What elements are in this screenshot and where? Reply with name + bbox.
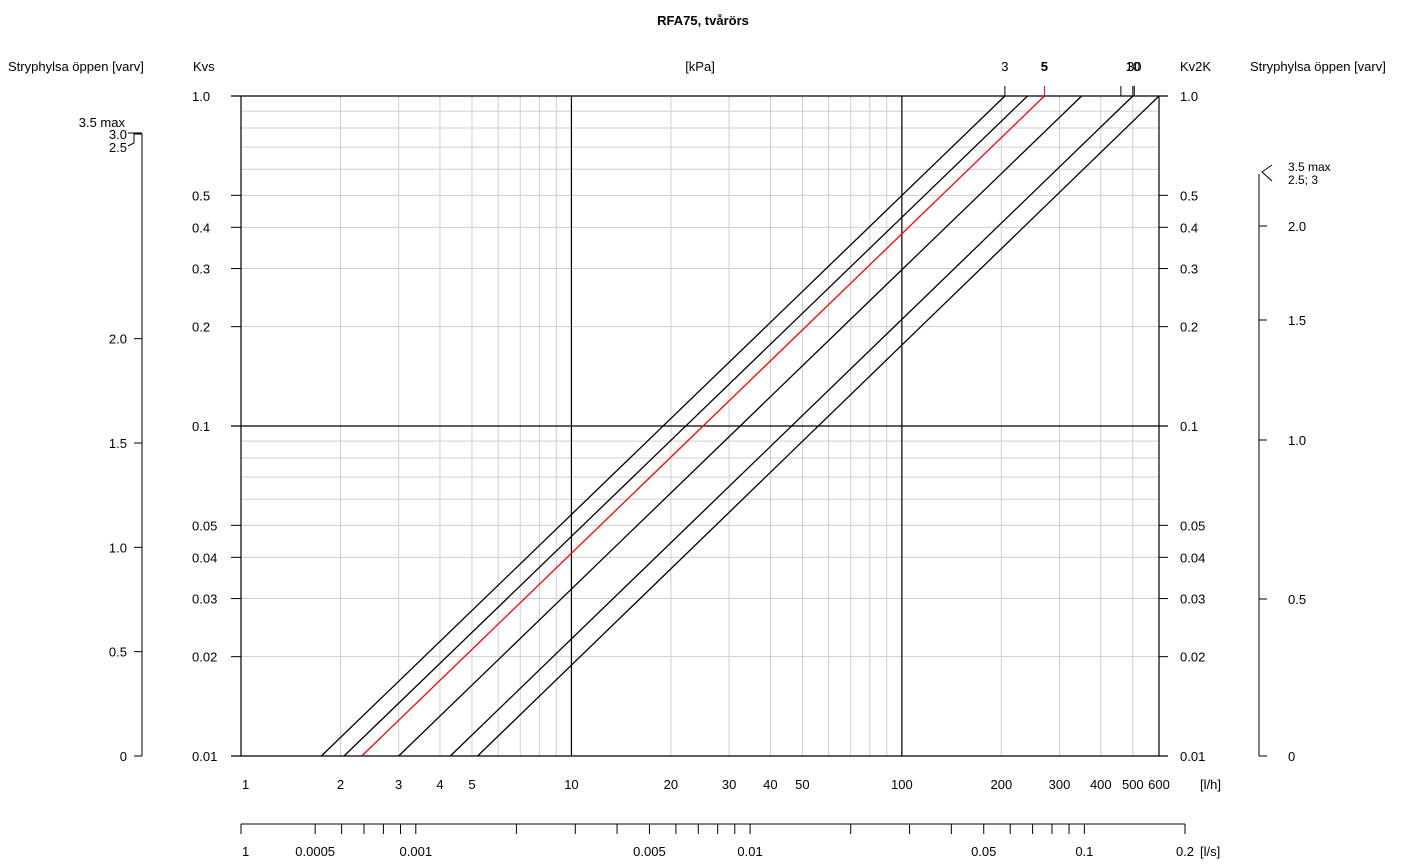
x2-unit-label: [l/s] — [1200, 844, 1220, 859]
y-tick-label: 0.1 — [192, 419, 210, 434]
kv2k-axis-label: Kv2K — [1180, 59, 1211, 74]
x-tick-label: 400 — [1090, 777, 1112, 792]
right-scale-marker — [1261, 164, 1273, 182]
y2-tick-label: 0.4 — [1180, 220, 1198, 235]
x2-tick-label: 0.05 — [971, 844, 996, 859]
left-scale-tick-label: 0.5 — [109, 645, 127, 660]
series-line — [361, 95, 1045, 757]
x2-tick-label: 0.1 — [1075, 844, 1093, 859]
right-scale-tick-label: 1.5 — [1288, 313, 1306, 328]
y-tick-label: 0.04 — [192, 550, 217, 565]
x2-tick-label: 0.2 — [1176, 844, 1194, 859]
x-tick-label: 30 — [722, 777, 736, 792]
right-scale-tick-label: 0.5 — [1288, 592, 1306, 607]
x-tick-label: 100 — [891, 777, 913, 792]
y-tick-label: 0.4 — [192, 220, 210, 235]
y-tick-label: 0.2 — [192, 320, 210, 335]
series-top-label: 3 — [1001, 59, 1008, 74]
left-scale-label: Stryphylsa öppen [varv] — [8, 59, 144, 74]
right-scale-tick-label: 0 — [1288, 749, 1295, 764]
series-line — [398, 95, 1083, 757]
x-tick-label: 5 — [468, 777, 475, 792]
y-tick-label: 0.05 — [192, 518, 217, 533]
y2-tick-label: 0.1 — [1180, 419, 1198, 434]
y-tick-label: 1.0 — [192, 89, 210, 104]
right-scale-tick-label: 2.0 — [1288, 219, 1306, 234]
kvs-axis-label: Kvs — [193, 59, 215, 74]
y2-tick-label: 0.01 — [1180, 749, 1205, 764]
x-tick-label: 20 — [664, 777, 678, 792]
x2-tick-label: 0.01 — [737, 844, 762, 859]
y2-tick-label: 0.02 — [1180, 650, 1205, 665]
left-scale-tick-label: 2.0 — [109, 332, 127, 347]
series-top-label: 10 — [1126, 59, 1140, 74]
x-tick-label: 600 — [1148, 777, 1170, 792]
chart-title: RFA75, tvårörs — [657, 13, 749, 28]
x2-tick-label: 0.005 — [633, 844, 666, 859]
y-tick-label: 0.03 — [192, 592, 217, 607]
series-top-label: 30 — [1127, 59, 1141, 74]
y2-tick-label: 0.5 — [1180, 188, 1198, 203]
x-tick-label: 3 — [395, 777, 402, 792]
kpa-label: [kPa] — [685, 59, 715, 74]
x-unit-label: [l/h] — [1200, 777, 1221, 792]
series-line — [449, 95, 1134, 757]
y2-tick-label: 0.03 — [1180, 592, 1205, 607]
x-tick-label: 10 — [564, 777, 578, 792]
x-tick-label: 500 — [1122, 777, 1144, 792]
left-scale-tick-label: 2.5 — [109, 140, 127, 155]
right-scale-tick-label: 1.0 — [1288, 433, 1306, 448]
left-scale-tick-label: 1.0 — [109, 540, 127, 555]
right-scale-label: Stryphylsa öppen [varv] — [1250, 59, 1386, 74]
y-tick-label: 0.3 — [192, 262, 210, 277]
y-tick-label: 0.01 — [192, 749, 217, 764]
x2-tick-label: 0.0005 — [295, 844, 335, 859]
right-scale-tick-label: 3.5 max — [1288, 160, 1331, 174]
y-tick-label: 0.5 — [192, 188, 210, 203]
series-line — [343, 95, 1028, 757]
series-lines — [320, 95, 1160, 757]
x-tick-label: 40 — [763, 777, 777, 792]
x-tick-label: 200 — [990, 777, 1012, 792]
right-scale-tick-label: 2.5; 3 — [1288, 173, 1318, 187]
x-tick-label: 50 — [795, 777, 809, 792]
y-tick-label: 0.02 — [192, 650, 217, 665]
left-scale-marker — [127, 133, 142, 147]
y2-tick-label: 1.0 — [1180, 89, 1198, 104]
series-line — [477, 95, 1160, 757]
x2-tick-label: 1 — [242, 844, 249, 859]
x-tick-label: 1 — [242, 777, 249, 792]
left-scale-tick-label: 3.5 max — [79, 115, 126, 130]
left-scale-tick-label: 3.0 — [109, 127, 127, 142]
grid — [231, 95, 1168, 757]
y2-tick-label: 0.04 — [1180, 550, 1205, 565]
x-tick-label: 4 — [436, 777, 443, 792]
y2-tick-label: 0.05 — [1180, 518, 1205, 533]
left-scale-tick-label: 0 — [120, 749, 127, 764]
y2-tick-label: 0.3 — [1180, 262, 1198, 277]
x-tick-label: 300 — [1049, 777, 1071, 792]
x-tick-label: 2 — [337, 777, 344, 792]
series-line — [320, 95, 1006, 757]
axes — [127, 86, 1273, 834]
series-top-label: 5 — [1041, 59, 1048, 74]
left-scale-tick-label: 1.5 — [109, 436, 127, 451]
x2-tick-label: 0.001 — [400, 844, 433, 859]
y2-tick-label: 0.2 — [1180, 320, 1198, 335]
tick-labels: 0.01 0.01 0.02 0.02 0.03 0.03 0.04 0.04 0.05 0.05… — [79, 59, 1331, 859]
